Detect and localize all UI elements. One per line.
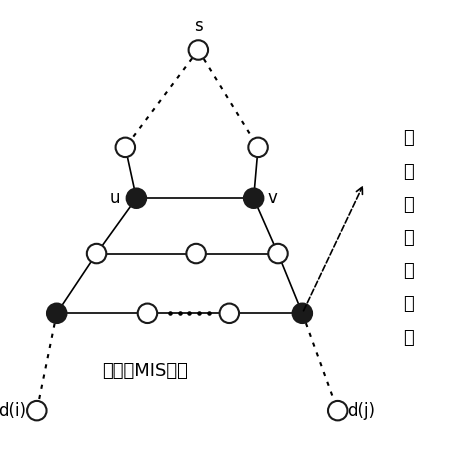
Circle shape [138, 304, 157, 323]
Text: s: s [194, 17, 203, 35]
Circle shape [328, 401, 348, 420]
Circle shape [248, 138, 268, 157]
Text: 行: 行 [403, 229, 414, 247]
Text: 向: 向 [403, 329, 414, 347]
Text: d(j): d(j) [347, 402, 375, 419]
Circle shape [187, 244, 206, 263]
Circle shape [244, 188, 263, 208]
Text: 进: 进 [403, 196, 414, 214]
Text: 黑色为MIS节点: 黑色为MIS节点 [102, 362, 188, 380]
Circle shape [27, 401, 46, 420]
Circle shape [220, 304, 239, 323]
Circle shape [268, 244, 288, 263]
Circle shape [87, 244, 106, 263]
Text: v: v [267, 189, 277, 207]
Text: 色: 色 [403, 163, 414, 181]
Text: 着: 着 [403, 129, 414, 148]
Text: 的: 的 [403, 262, 414, 280]
Circle shape [47, 304, 66, 323]
Text: d(i): d(i) [0, 402, 26, 419]
Text: 方: 方 [403, 296, 414, 313]
Circle shape [116, 138, 135, 157]
Circle shape [126, 188, 146, 208]
Circle shape [293, 304, 312, 323]
Text: u: u [110, 189, 121, 207]
Circle shape [189, 40, 208, 60]
